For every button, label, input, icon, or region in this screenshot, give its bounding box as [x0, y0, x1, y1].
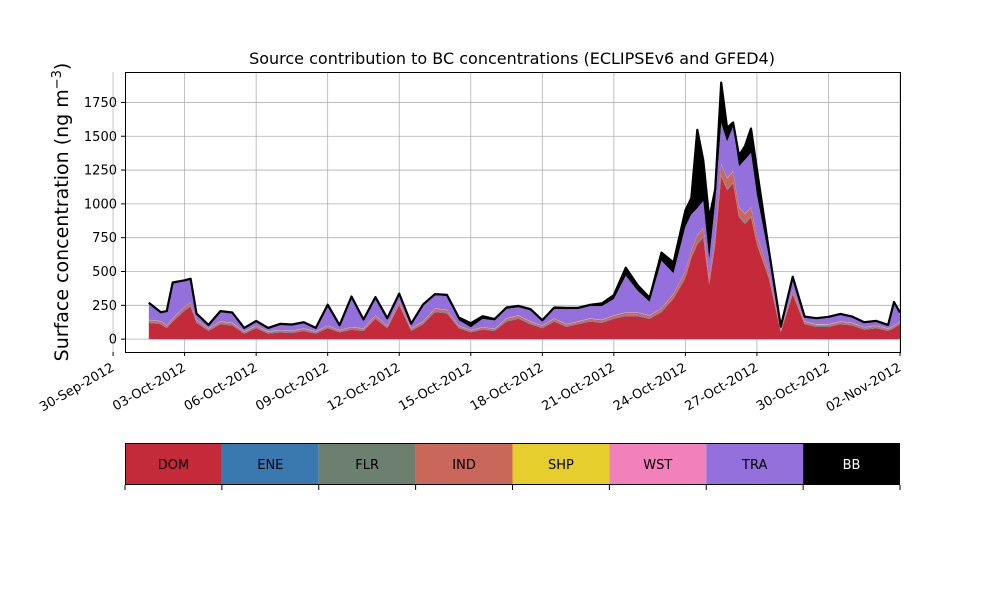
- y-tick-label: 750: [92, 231, 117, 246]
- legend-label-ind: IND: [452, 458, 476, 473]
- legend-label-tra: TRA: [741, 458, 767, 473]
- legend-swatch-wst: [609, 443, 707, 485]
- chart-title: Source contribution to BC concentrations…: [249, 49, 775, 68]
- y-tick-label: 1500: [84, 130, 117, 145]
- y-axis: 0 250 500 750 1000 1250 1500 1750: [84, 96, 125, 348]
- legend-swatch-ind: [415, 443, 513, 485]
- x-tick-label: 02-Nov-2012: [824, 360, 904, 415]
- y-tick-label: 1000: [84, 197, 117, 212]
- y-tick-label: 500: [92, 265, 117, 280]
- x-tick-label: 12-Oct-2012: [325, 360, 403, 414]
- x-tick-label: 30-Oct-2012: [754, 360, 832, 414]
- x-tick-label: 24-Oct-2012: [611, 360, 689, 414]
- legend-swatch-ene: [221, 443, 319, 485]
- x-tick-label: 15-Oct-2012: [396, 360, 474, 414]
- y-axis-label: Surface concentration (ng m−3): [50, 63, 74, 362]
- legend-swatch-tra: [706, 443, 804, 485]
- colorbar-legend: DOM ENE FLR IND SHP WST TRA BB: [124, 443, 901, 490]
- legend-swatch-flr: [318, 443, 416, 485]
- legend-label-dom: DOM: [158, 458, 189, 473]
- y-tick-label: 250: [92, 299, 117, 314]
- legend-label-bb: BB: [843, 458, 861, 473]
- x-tick-label: 03-Oct-2012: [110, 360, 188, 414]
- x-axis: 30-Sep-201203-Oct-201206-Oct-201209-Oct-…: [37, 352, 904, 415]
- legend-swatch-dom: [125, 443, 222, 485]
- x-tick-label: 21-Oct-2012: [539, 360, 617, 414]
- total-line: [148, 81, 901, 329]
- legend-label-wst: WST: [643, 458, 672, 473]
- x-tick-label: 30-Sep-2012: [37, 360, 117, 415]
- legend-label-shp: SHP: [548, 458, 574, 473]
- plot-frame: [125, 72, 901, 353]
- stacked-areas: [148, 82, 901, 340]
- y-tick-label: 1750: [84, 96, 117, 111]
- x-tick-label: 27-Oct-2012: [683, 360, 761, 414]
- legend-label-ene: ENE: [257, 458, 283, 473]
- legend-swatch-shp: [512, 443, 610, 485]
- area-dom: [148, 176, 901, 340]
- x-tick-label: 06-Oct-2012: [182, 360, 260, 414]
- legend-label-flr: FLR: [355, 458, 379, 473]
- y-tick-label: 1250: [84, 164, 117, 179]
- x-tick-label: 18-Oct-2012: [468, 360, 546, 414]
- area-bb: [148, 82, 901, 329]
- x-tick-label: 09-Oct-2012: [253, 360, 331, 414]
- legend-frame: [125, 443, 900, 485]
- legend-swatch-bb: [803, 443, 900, 485]
- y-tick-label: 0: [109, 333, 117, 348]
